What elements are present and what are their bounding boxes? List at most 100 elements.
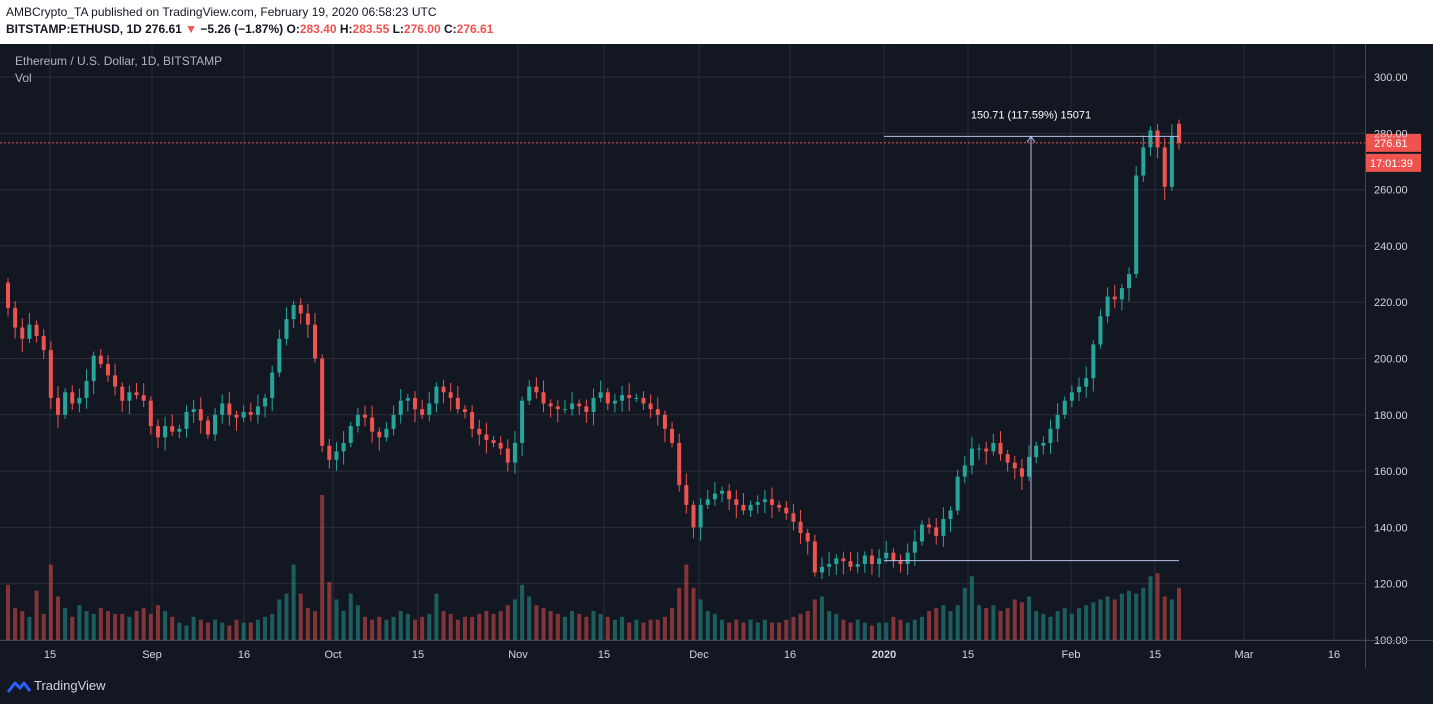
high-label: H: — [339, 22, 353, 36]
candle-body — [313, 324, 318, 359]
candle-body — [41, 335, 46, 351]
x-tick-label: 15 — [598, 649, 610, 661]
candle-body — [241, 411, 246, 418]
author-name[interactable]: AMBCrypto_TA — [6, 5, 88, 19]
volume-bar — [884, 622, 889, 640]
price-chart[interactable]: 276.61 17:01:39 150.71 (117.59%) 15071 100… — [0, 44, 1433, 668]
candle-body — [555, 406, 560, 410]
volume-bar — [991, 605, 996, 640]
volume-bar — [819, 596, 824, 640]
volume-bar — [762, 619, 767, 640]
y-tick-label: 200.00 — [1374, 354, 1408, 366]
candle-body — [884, 552, 889, 559]
volume-bar — [34, 590, 39, 640]
volume-bar — [670, 608, 675, 640]
candle-body — [784, 507, 789, 514]
candle-body — [1034, 445, 1039, 458]
candle-body — [591, 397, 596, 412]
candle-body — [1084, 378, 1089, 387]
candle-body — [819, 566, 824, 573]
candle-body — [1169, 136, 1174, 187]
volume-bar — [355, 605, 360, 640]
candle-body — [655, 409, 660, 415]
x-tick-label: 15 — [962, 649, 974, 661]
candle-body — [1062, 400, 1067, 415]
x-tick-label: 16 — [784, 649, 796, 661]
candle-body — [191, 409, 196, 412]
volume-bar — [305, 608, 310, 640]
volume-bar — [1034, 611, 1039, 640]
candle-body — [291, 305, 296, 320]
candle-body — [520, 400, 525, 443]
candle-body — [605, 392, 610, 404]
volume-bar — [905, 622, 910, 640]
volume-bar — [427, 613, 432, 640]
candle-body — [748, 504, 753, 511]
y-tick-label: 300.00 — [1374, 72, 1408, 84]
volume-bar — [1127, 590, 1132, 640]
volume-bar — [1105, 596, 1110, 640]
volume-bar — [805, 611, 810, 640]
volume-bar — [13, 608, 18, 640]
candle-body — [448, 392, 453, 398]
candle-body — [91, 355, 96, 382]
volume-bar — [520, 584, 525, 640]
chart-axes: 100.00120.00140.00160.00180.00200.00220.… — [0, 44, 1433, 668]
candle-body — [113, 375, 118, 387]
volume-bar — [6, 584, 10, 640]
volume-bar — [834, 613, 839, 640]
candle-body — [320, 358, 325, 446]
measure-arrow-icon — [1026, 135, 1036, 143]
candle-body — [670, 428, 675, 443]
x-tick-label: Dec — [689, 649, 709, 661]
candle-body — [177, 428, 182, 432]
candle-body — [805, 533, 810, 542]
candle-body — [363, 414, 368, 418]
x-tick-label: Mar — [1235, 649, 1254, 661]
volume-bar — [934, 608, 939, 640]
candle-body — [227, 403, 232, 415]
volume-bar — [470, 616, 475, 640]
volume-bar — [113, 613, 118, 640]
candle-body — [927, 524, 932, 528]
candle-body — [620, 395, 625, 401]
candle-body — [163, 426, 168, 438]
volume-bar — [1005, 608, 1010, 640]
last-price-badge — [1366, 133, 1421, 152]
volume-bar — [198, 619, 203, 640]
volume-bar — [477, 613, 482, 640]
candle-body — [77, 397, 82, 404]
candle-body — [1155, 130, 1160, 148]
candle-body — [941, 518, 946, 536]
volume-bar — [927, 611, 932, 640]
volume-bar — [420, 616, 425, 640]
volume-bar — [1155, 573, 1160, 640]
volume-bar — [755, 622, 760, 640]
candle-body — [734, 499, 739, 505]
volume-bars — [6, 495, 1181, 640]
volume-bar — [1177, 587, 1181, 640]
candle-body — [841, 558, 846, 562]
volume-bar — [313, 611, 318, 640]
volume-legend: Vol — [15, 71, 32, 85]
volume-bar — [398, 611, 403, 640]
volume-bar — [334, 599, 339, 640]
tradingview-brand[interactable]: TradingView — [34, 678, 106, 693]
volume-bar — [234, 619, 239, 640]
candle-body — [791, 513, 796, 522]
volume-bar — [977, 605, 982, 640]
volume-bar — [841, 619, 846, 640]
volume-bar — [584, 616, 589, 640]
candle-body — [962, 465, 967, 477]
volume-bar — [984, 608, 989, 640]
x-tick-label: 15 — [44, 649, 56, 661]
candle-body — [305, 313, 310, 325]
volume-bar — [1012, 599, 1017, 640]
tradingview-logo-icon[interactable] — [7, 678, 31, 694]
candle-body — [348, 426, 353, 443]
candle-body — [1091, 344, 1096, 379]
volume-bar — [277, 599, 282, 640]
chart-area[interactable]: 276.61 17:01:39 150.71 (117.59%) 15071 100… — [0, 44, 1433, 668]
volume-bar — [691, 587, 696, 640]
volume-bar — [677, 587, 682, 640]
